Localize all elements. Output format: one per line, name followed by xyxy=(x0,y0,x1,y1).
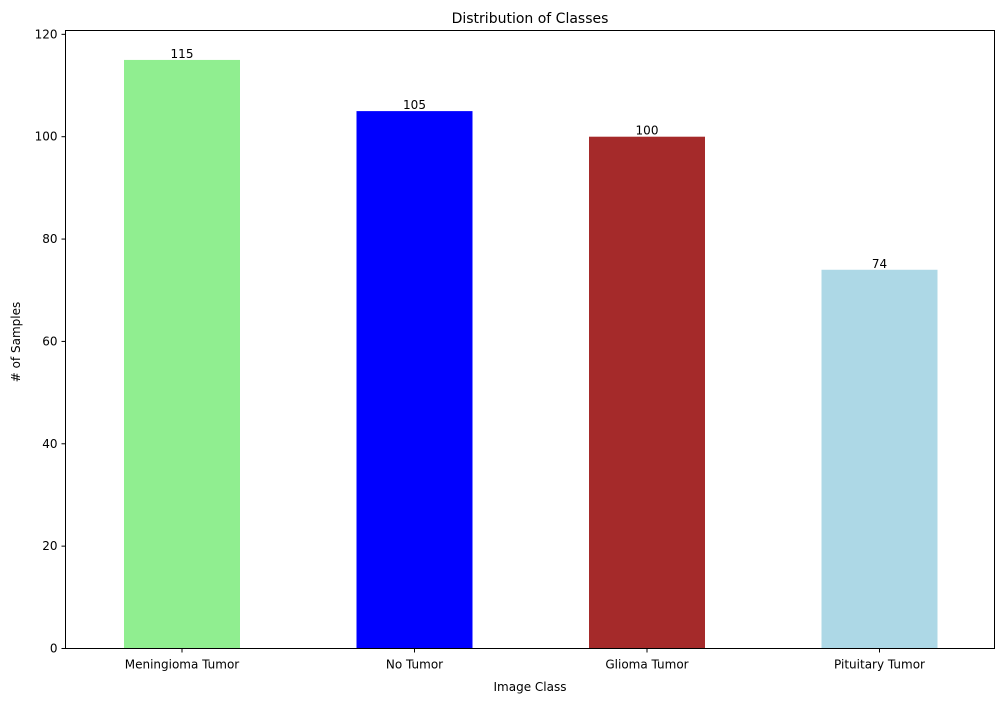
x-axis-label: Image Class xyxy=(494,680,567,694)
y-tick-label-0: 0 xyxy=(50,642,58,656)
y-axis-label: # of Samples xyxy=(9,302,23,383)
data-label-1: 105 xyxy=(403,98,426,112)
y-tick-label-6: 120 xyxy=(35,27,58,41)
plot-area: 115 105 100 74 xyxy=(124,47,938,649)
plot-frame xyxy=(65,30,995,649)
x-tick-label-2: Glioma Tumor xyxy=(605,658,688,672)
y-tick-label-5: 100 xyxy=(35,130,58,144)
y-axis: 0 20 40 60 80 100 120 xyxy=(35,27,66,656)
bar-1 xyxy=(356,111,473,649)
y-tick-label-2: 40 xyxy=(42,437,57,451)
y-tick-label-3: 60 xyxy=(42,334,57,348)
data-label-3: 74 xyxy=(872,257,887,271)
x-tick-label-1: No Tumor xyxy=(386,658,443,672)
bar-0 xyxy=(124,59,240,649)
data-label-2: 100 xyxy=(636,124,659,138)
data-label-0: 115 xyxy=(171,47,194,61)
y-tick-label-1: 20 xyxy=(42,539,57,553)
x-tick-label-3: Pituitary Tumor xyxy=(834,658,925,672)
x-axis: Meningioma Tumor No Tumor Glioma Tumor Pitu… xyxy=(125,648,925,672)
bar-2 xyxy=(589,136,705,649)
x-tick-label-0: Meningioma Tumor xyxy=(125,658,240,672)
y-tick-label-4: 80 xyxy=(42,232,57,246)
chart-title: Distribution of Classes xyxy=(452,11,609,27)
bar-3 xyxy=(821,269,938,649)
